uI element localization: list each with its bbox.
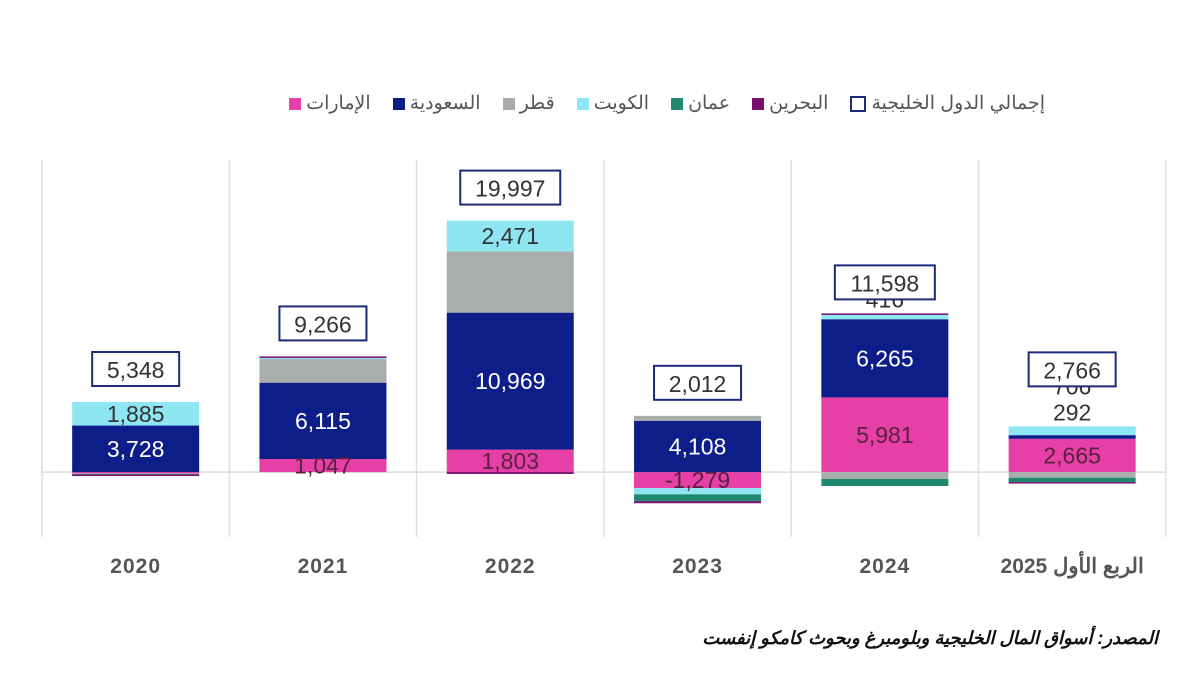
legend-swatch <box>752 97 765 110</box>
bar-segment <box>446 449 574 473</box>
source-note: المصدر: أسواق المال الخليجية وبلومبرغ وب… <box>702 628 1158 648</box>
bar-segment <box>72 474 200 477</box>
x-tick-label: الربع الأول 2025 <box>1001 550 1144 579</box>
total-label: 19,997 <box>475 176 545 202</box>
bar-segment <box>821 314 949 320</box>
legend: إجمالي الدول الخليجية البحرين عمان الكويت قط… <box>289 92 1045 115</box>
bar-segment <box>259 358 387 383</box>
total-label: 2,012 <box>669 371 727 397</box>
data-label: 1,047 <box>294 453 352 479</box>
bar-segment <box>446 251 574 313</box>
bar-segment <box>634 501 762 504</box>
legend-swatch <box>392 97 405 110</box>
bar-segment <box>634 472 762 489</box>
total-box <box>833 264 936 301</box>
legend-item: الكويت <box>576 92 650 115</box>
bar-segment <box>72 472 200 474</box>
bar-segment <box>259 382 387 460</box>
legend-label: الإمارات <box>306 93 371 114</box>
total-box <box>1027 351 1117 388</box>
legend-label: الكويت <box>593 93 650 114</box>
bar-segment <box>634 494 762 502</box>
bar-segment <box>1008 477 1136 483</box>
legend-item: البحرين <box>752 92 828 115</box>
total-box <box>278 305 368 342</box>
x-tick-label: 2020 <box>110 555 161 578</box>
total-label: 9,266 <box>294 311 352 337</box>
bar-segment <box>259 459 387 473</box>
legend-item: إجمالي الدول الخليجية <box>850 92 1045 115</box>
bar-segment <box>1008 426 1136 436</box>
x-tick-label: 2024 <box>859 555 910 578</box>
data-label: 5,981 <box>856 422 914 448</box>
bar-segment <box>634 415 762 421</box>
total-box <box>653 364 743 401</box>
x-tick-label: 2021 <box>298 555 349 578</box>
data-label: 4,108 <box>669 433 727 459</box>
bar-segment <box>634 420 762 473</box>
legend-item: عمان <box>671 92 730 115</box>
data-label: 6,265 <box>856 345 914 371</box>
bar-segment <box>821 478 949 486</box>
legend-swatch <box>289 97 302 110</box>
data-label: 1,803 <box>481 448 539 474</box>
legend-item: قطر <box>502 92 555 115</box>
x-tick-label: 2023 <box>672 555 723 578</box>
data-label: 292 <box>1053 399 1091 425</box>
bar-segment <box>634 488 762 495</box>
legend-label: إجمالي الدول الخليجية <box>871 93 1045 114</box>
legend-swatch <box>850 95 867 112</box>
total-label: 2,766 <box>1043 357 1101 383</box>
data-label: 1,885 <box>107 401 165 427</box>
bar-segment <box>821 472 949 479</box>
bar-segment <box>821 397 949 473</box>
bar-segment <box>446 220 574 252</box>
data-label: 6,115 <box>295 408 351 434</box>
legend-label: عمان <box>688 93 731 114</box>
data-label: -1,279 <box>665 467 730 493</box>
bar-segment <box>72 425 200 473</box>
legend-label: السعودية <box>409 93 481 114</box>
legend-swatch <box>671 97 684 110</box>
bar-segment <box>1008 482 1136 484</box>
total-box <box>459 169 562 206</box>
data-label: 2,471 <box>481 223 539 249</box>
bar-segment <box>259 357 387 360</box>
legend-item: الإمارات <box>289 92 371 115</box>
data-label: 10,969 <box>475 368 545 394</box>
bar-segment <box>821 319 949 398</box>
x-tick-label: 2022 <box>485 555 536 578</box>
legend-swatch <box>576 97 589 110</box>
bar-segment <box>446 472 574 474</box>
bar-segment <box>259 356 387 358</box>
legend-swatch <box>502 97 515 110</box>
total-label: 11,598 <box>851 270 920 296</box>
data-label: 3,728 <box>107 436 165 462</box>
data-label: 2,665 <box>1043 442 1101 468</box>
total-label: 5,348 <box>107 357 165 383</box>
bar-segment <box>72 402 200 426</box>
total-box <box>91 351 181 388</box>
bar-segment <box>1008 472 1136 478</box>
legend-label: البحرين <box>769 93 829 114</box>
bar-segment <box>1008 435 1136 439</box>
legend-item: السعودية <box>392 92 481 115</box>
bar-segment <box>1008 438 1136 473</box>
bar-segment <box>446 312 574 450</box>
legend-label: قطر <box>519 93 555 114</box>
bar-segment <box>821 313 949 315</box>
